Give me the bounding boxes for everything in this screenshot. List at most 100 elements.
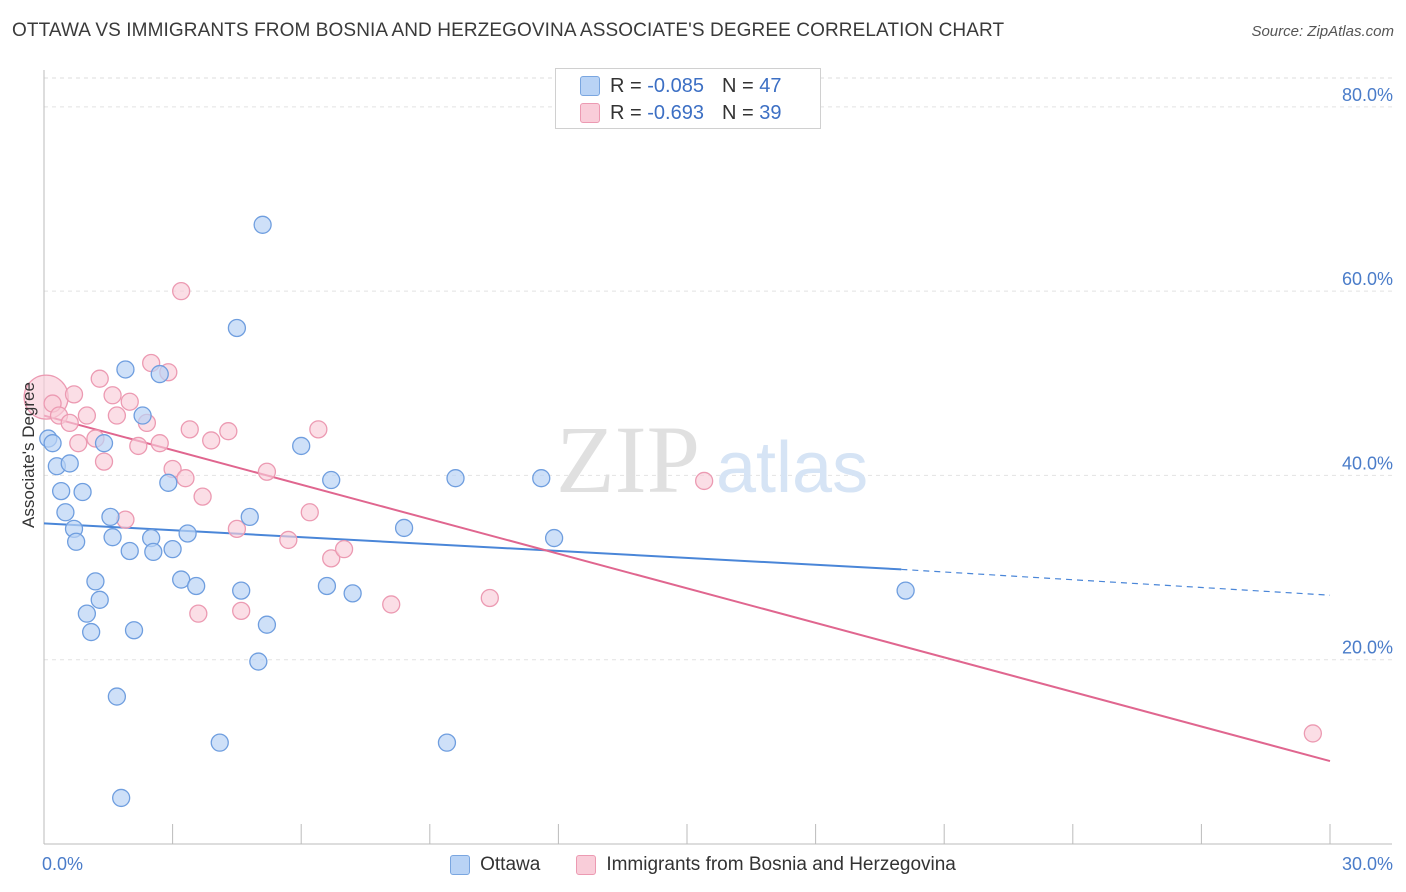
point-ottawa xyxy=(112,788,131,808)
point-ottawa xyxy=(292,436,311,456)
point-bosnia xyxy=(94,452,114,471)
point-bosnia xyxy=(694,471,714,491)
point-ottawa xyxy=(56,503,75,522)
point-ottawa xyxy=(67,532,86,551)
point-ottawa xyxy=(172,570,191,589)
point-ottawa xyxy=(322,470,341,490)
point-ottawa xyxy=(394,518,414,538)
y-axis-label: Associate's Degree xyxy=(19,382,38,528)
point-bosnia xyxy=(116,510,135,529)
point-ottawa xyxy=(253,215,272,234)
bosnia-swatch xyxy=(576,855,597,875)
n-label: N = xyxy=(721,74,754,97)
point-ottawa xyxy=(60,454,79,473)
point-bosnia xyxy=(257,462,277,481)
point-ottawa xyxy=(343,584,362,603)
point-bosnia xyxy=(300,503,319,522)
point-bosnia xyxy=(129,436,148,456)
point-ottawa xyxy=(43,434,62,453)
source-label: Source: ZipAtlas.com xyxy=(1251,23,1394,40)
point-bosnia xyxy=(309,420,328,439)
point-ottawa xyxy=(144,542,163,562)
r-label: R = xyxy=(610,101,642,124)
point-bosnia xyxy=(180,420,199,439)
point-bosnia xyxy=(90,369,109,388)
r-value: -0.693 xyxy=(647,101,704,124)
bosnia-swatch xyxy=(580,103,600,123)
watermark-zip: ZIP xyxy=(556,406,700,513)
point-bosnia xyxy=(227,519,247,539)
n-value: 39 xyxy=(759,101,782,124)
point-bosnia xyxy=(193,487,212,506)
point-ottawa xyxy=(210,733,229,752)
point-ottawa xyxy=(257,615,277,634)
point-ottawa xyxy=(317,576,337,596)
series-legend: Ottawa Immigrants from Bosnia and Herzeg… xyxy=(0,852,1406,878)
x-tick-label: 30.0% xyxy=(1342,854,1393,874)
point-ottawa xyxy=(90,590,109,609)
y-tick-label: 60.0% xyxy=(1342,269,1393,289)
point-ottawa xyxy=(150,364,169,384)
point-bosnia xyxy=(64,385,84,404)
point-bosnia xyxy=(232,601,251,621)
point-bosnia xyxy=(322,549,341,568)
point-bosnia xyxy=(150,434,169,453)
point-ottawa xyxy=(82,622,101,642)
point-ottawa xyxy=(107,687,127,706)
point-ottawa xyxy=(249,652,268,671)
legend-item-ottawa[interactable]: Ottawa xyxy=(450,854,540,876)
point-ottawa xyxy=(163,539,182,559)
point-ottawa xyxy=(73,482,92,502)
point-bosnia xyxy=(334,539,354,559)
point-bosnia xyxy=(219,422,238,441)
point-bosnia xyxy=(202,431,221,450)
legend-row-bosnia: R = -0.693 N = 39 xyxy=(580,100,781,126)
point-bosnia xyxy=(60,413,79,433)
point-ottawa xyxy=(227,318,247,338)
point-ottawa xyxy=(532,469,551,488)
r-label: R = xyxy=(610,74,642,97)
y-tick-label: 20.0% xyxy=(1342,638,1393,658)
point-bosnia xyxy=(189,604,208,623)
axes xyxy=(43,70,1392,845)
point-ottawa xyxy=(896,581,915,600)
watermark-atlas: atlas xyxy=(716,428,868,508)
legend-label-ottawa: Ottawa xyxy=(480,854,541,875)
point-bosnia xyxy=(77,406,97,425)
point-ottawa xyxy=(120,541,139,561)
point-bosnia xyxy=(1303,724,1323,743)
point-ottawa xyxy=(159,473,178,492)
point-bosnia xyxy=(480,588,499,608)
point-bosnia xyxy=(103,386,122,405)
point-ottawa xyxy=(77,604,97,623)
point-bosnia xyxy=(69,434,88,453)
ottawa-swatch xyxy=(580,76,600,96)
point-ottawa xyxy=(178,524,197,543)
point-ottawa xyxy=(437,733,457,752)
point-ottawa xyxy=(133,406,152,425)
point-ottawa xyxy=(232,581,251,600)
point-bosnia xyxy=(107,406,127,425)
point-ottawa xyxy=(51,481,71,501)
point-bosnia xyxy=(176,469,195,488)
grid xyxy=(44,77,1392,661)
tick-labels: 20.0% 40.0% 60.0% 80.0% 0.0% 30.0% xyxy=(42,85,1393,874)
legend-row-ottawa: R = -0.085 N = 47 xyxy=(580,73,781,99)
point-ottawa xyxy=(103,528,122,547)
point-ottawa xyxy=(94,434,114,453)
point-ottawa xyxy=(187,576,206,596)
point-ottawa xyxy=(544,528,564,548)
point-ottawa xyxy=(86,572,105,591)
n-label: N = xyxy=(721,101,754,124)
trendline-ottawa-extension xyxy=(901,568,1331,596)
chart-title: OTTAWA VS IMMIGRANTS FROM BOSNIA AND HER… xyxy=(12,20,1005,41)
y-tick-label: 40.0% xyxy=(1342,453,1393,473)
ottawa-swatch xyxy=(450,855,471,875)
point-bosnia xyxy=(120,392,139,411)
point-ottawa xyxy=(240,507,259,527)
legend-item-bosnia[interactable]: Immigrants from Bosnia and Herzegovina xyxy=(576,854,956,876)
y-tick-label: 80.0% xyxy=(1342,85,1393,105)
point-ottawa xyxy=(446,469,465,488)
legend-label-bosnia: Immigrants from Bosnia and Herzegovina xyxy=(606,854,956,875)
